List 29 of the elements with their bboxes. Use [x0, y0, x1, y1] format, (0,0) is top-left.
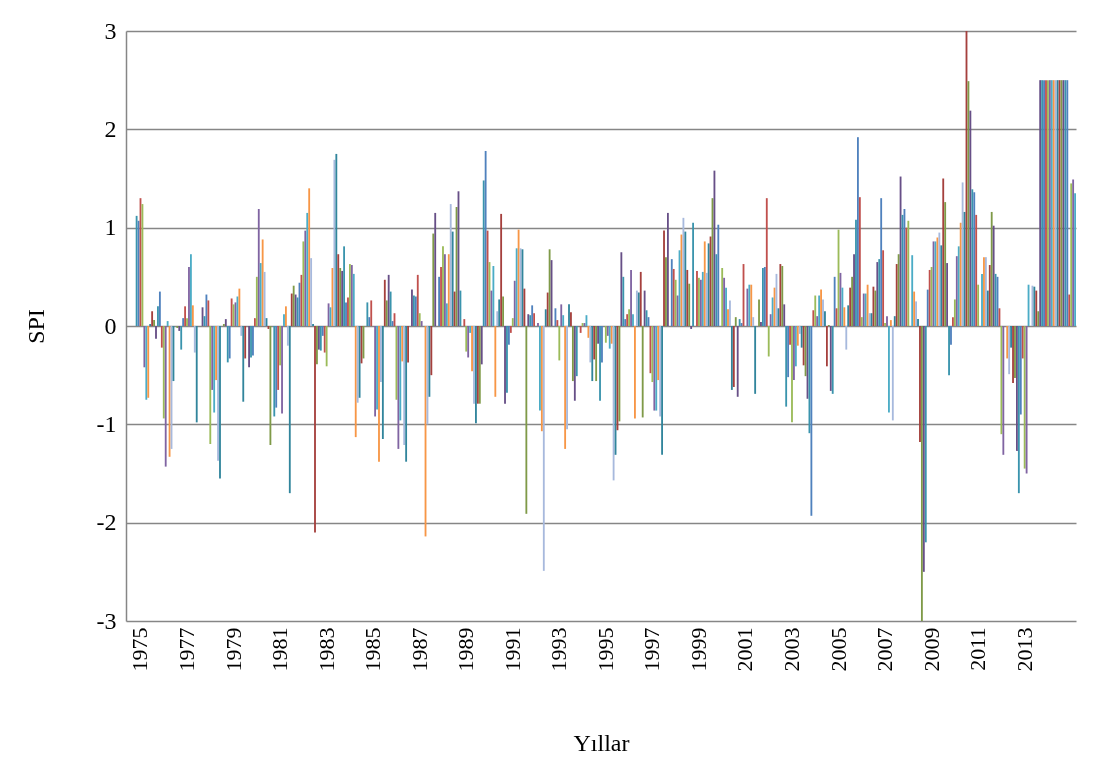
y-axis-title: SPI [22, 309, 49, 344]
x-tick-label: 1981 [267, 627, 293, 672]
x-tick-label: 1989 [453, 627, 479, 672]
x-tick-label: 1983 [313, 627, 339, 672]
y-tick-label: 2 [104, 115, 117, 142]
y-tick-label: -2 [96, 509, 117, 536]
x-tick-label: 2005 [825, 627, 851, 672]
x-tick-label: 1977 [174, 627, 200, 672]
y-tick-label: -3 [96, 607, 117, 634]
x-tick-label: 1993 [546, 627, 572, 672]
y-tick-label: -1 [96, 410, 117, 437]
x-tick-label: 1991 [499, 627, 525, 672]
x-tick-label: 1979 [220, 627, 246, 672]
x-tick-label: 1987 [406, 627, 432, 672]
x-tick-label: 2011 [965, 627, 991, 671]
x-tick-label: 2001 [732, 627, 758, 672]
x-tick-label: 1997 [639, 627, 665, 672]
x-tick-label: 1975 [127, 627, 153, 672]
x-tick-label: 1995 [592, 627, 618, 672]
x-tick-label: 2009 [918, 627, 944, 672]
x-tick-label: 1985 [360, 627, 386, 672]
y-tick-label: 1 [104, 214, 117, 241]
x-tick-label: 2013 [1011, 627, 1037, 672]
y-tick-label: 0 [104, 312, 117, 339]
x-axis-title: Yıllar [573, 729, 630, 756]
x-tick-label: 2007 [872, 627, 898, 672]
x-tick-label: 2003 [778, 627, 804, 672]
y-tick-label: 3 [104, 17, 117, 44]
x-tick-label: 1999 [685, 627, 711, 672]
